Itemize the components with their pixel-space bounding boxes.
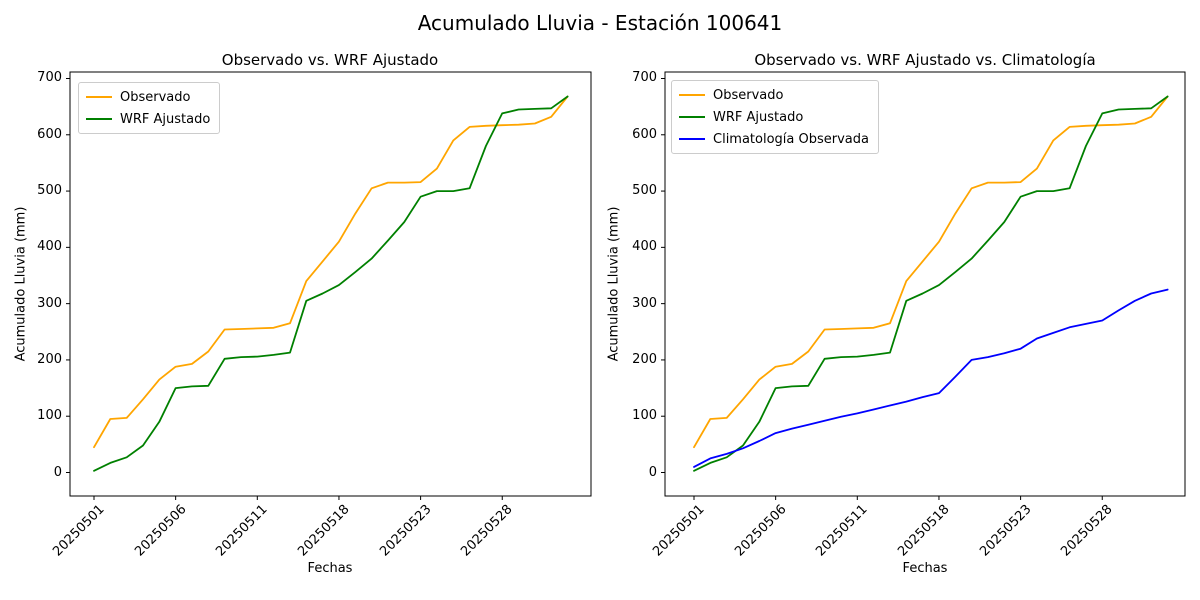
- left-y-tick-label: 500: [37, 183, 62, 199]
- legend-line-sample: [679, 94, 705, 96]
- series-line-climatolog-a-observada: [693, 288, 1169, 468]
- right-y-tick-label: 700: [632, 70, 657, 86]
- right-plot-legend: Observado WRF Ajustado Climatología Observ…: [671, 80, 879, 154]
- left-y-tick-label: 100: [37, 408, 62, 424]
- left-plot-frame: [69, 71, 592, 497]
- legend-label: WRF Ajustado: [713, 109, 804, 125]
- legend-entry: WRF Ajustado: [679, 108, 869, 126]
- series-line-wrf-ajustado: [93, 95, 569, 472]
- left-plot-xlabel: Fechas: [307, 561, 353, 576]
- series-line-observado: [93, 95, 569, 449]
- figure-title: Acumulado Lluvia - Estación 100641: [417, 11, 783, 35]
- legend-entry: Observado: [86, 88, 210, 106]
- legend-line-sample: [679, 116, 705, 118]
- legend-label: WRF Ajustado: [120, 111, 211, 127]
- legend-label: Observado: [713, 87, 784, 103]
- legend-line-sample: [86, 118, 112, 120]
- right-x-tick-label: 20250511: [813, 502, 871, 560]
- legend-entry: WRF Ajustado: [86, 110, 210, 128]
- legend-entry: Observado: [679, 86, 869, 104]
- legend-label: Climatología Observada: [713, 131, 869, 147]
- right-plot-title: Observado vs. WRF Ajustado vs. Climatolo…: [754, 51, 1096, 69]
- left-y-tick-label: 700: [37, 70, 62, 86]
- left-plot-legend: Observado WRF Ajustado: [78, 82, 221, 134]
- right-y-tick-label: 600: [632, 126, 657, 142]
- right-x-tick-label: 20250523: [976, 502, 1035, 560]
- left-plot-ylabel: Acumulado Lluvia (mm): [13, 206, 29, 362]
- legend-label: Observado: [120, 89, 191, 105]
- legend-line-sample: [86, 96, 112, 98]
- right-x-tick-label: 20250506: [731, 502, 790, 560]
- legend-line-sample: [679, 138, 705, 140]
- left-y-tick-label: 600: [37, 126, 62, 142]
- right-plot-ylabel: Acumulado Lluvia (mm): [606, 206, 622, 362]
- right-plot-xlabel: Fechas: [902, 561, 948, 576]
- left-x-tick-label: 20250511: [213, 502, 271, 560]
- right-y-tick-label: 500: [632, 183, 657, 199]
- left-plot-title: Observado vs. WRF Ajustado: [221, 51, 439, 69]
- left-x-tick-label: 20250506: [131, 502, 190, 560]
- right-x-tick-label: 20250501: [650, 502, 708, 560]
- left-x-tick-label: 20250501: [50, 502, 108, 560]
- left-x-tick-label: 20250523: [376, 502, 435, 560]
- right-x-tick-label: 20250528: [1058, 502, 1116, 560]
- left-y-tick-label: 0: [53, 464, 62, 480]
- right-y-tick-label: 0: [648, 464, 657, 480]
- left-x-tick-label: 20250528: [458, 502, 516, 560]
- legend-entry: Climatología Observada: [679, 130, 869, 148]
- right-y-tick-label: 100: [632, 408, 657, 424]
